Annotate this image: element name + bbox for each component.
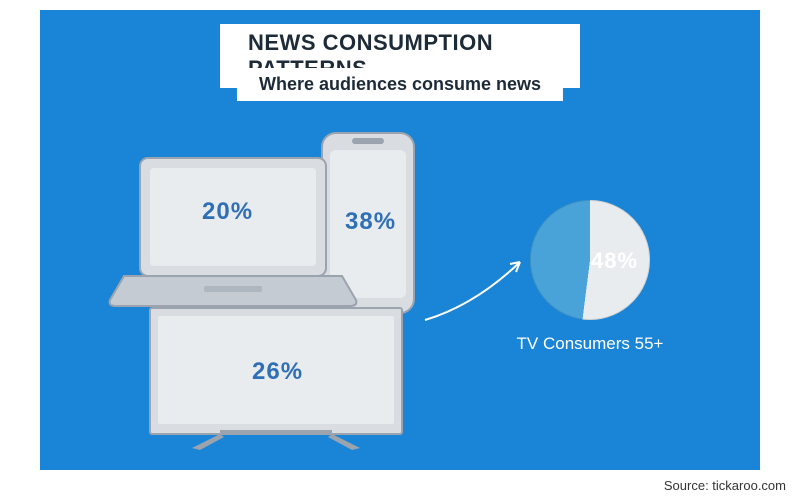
infographic-panel: NEWS CONSUMPTION PATTERNS Where audience… xyxy=(40,10,760,470)
pie-chart: 48% xyxy=(530,200,650,320)
phone-stat: 38% xyxy=(345,208,396,236)
tv-stat: 26% xyxy=(252,358,303,386)
pie-caption: TV Consumers 55+ xyxy=(490,334,690,354)
laptop-stat: 20% xyxy=(202,198,253,226)
pie-area: 48% TV Consumers 55+ xyxy=(490,200,690,354)
devices-group: 20% 38% 26% xyxy=(100,130,460,450)
subtitle-box: Where audiences consume news xyxy=(237,68,563,101)
devices-svg xyxy=(100,130,460,450)
source-text: Source: tickaroo.com xyxy=(664,478,786,493)
laptop-icon xyxy=(110,158,357,306)
subtitle-text: Where audiences consume news xyxy=(259,74,541,94)
pie-slice-label: 48% xyxy=(591,248,638,274)
